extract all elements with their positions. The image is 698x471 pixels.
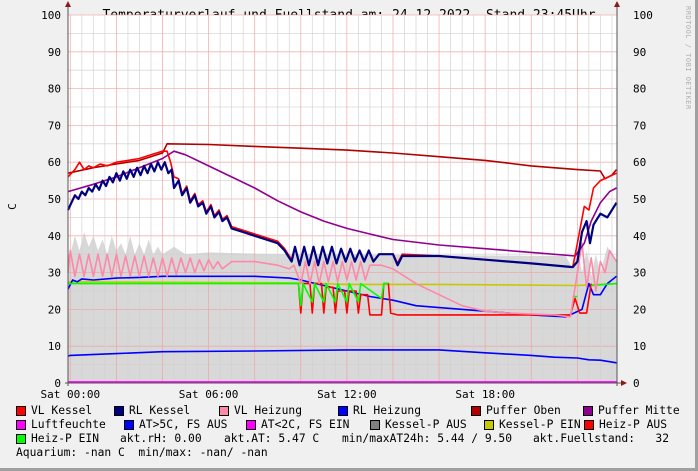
legend-swatch — [114, 405, 124, 416]
legend-item: RL Kessel — [114, 404, 190, 417]
y-tick-label-left: 60 — [48, 156, 61, 169]
legend-label: VL Kessel — [31, 404, 93, 417]
status-aquarium: Aquarium: -nan C min/max: -nan/ -nan — [16, 446, 268, 459]
legend-item: Puffer Oben — [471, 404, 561, 417]
legend-item: AT<2C, FS EIN — [246, 418, 349, 431]
legend-swatch — [219, 405, 229, 416]
legend-item: AT>5C, FS AUS — [124, 418, 227, 431]
y-tick-label-left: 100 — [41, 9, 61, 22]
legend-label: RL Kessel — [129, 404, 191, 417]
x-tick-label: Sat 12:00 — [317, 388, 377, 401]
y-tick-label-left: 30 — [48, 267, 61, 280]
x-axis-arrow-icon — [621, 380, 627, 386]
series-line-vl-heizung — [67, 242, 618, 318]
y-tick-label-left: 90 — [48, 46, 61, 59]
legend-label: VL Heizung — [234, 404, 303, 417]
legend-item: VL Kessel — [16, 404, 92, 417]
status-minmax: min/maxAT24h: 5.44 / 9.50 — [342, 432, 513, 445]
legend-label: Puffer Oben — [486, 404, 561, 417]
x-tick-label: Sat 00:00 — [41, 388, 101, 401]
series-line-rl-kessel — [67, 161, 618, 269]
y-tick-label-right: 40 — [633, 230, 646, 243]
series-line-rl-heizung — [67, 275, 617, 318]
series-line-kessel-p-ein — [67, 281, 617, 287]
y-axis-arrow-icon — [614, 1, 620, 7]
y-tick-label-right: 90 — [633, 46, 646, 59]
y-tick-label-left: 20 — [48, 303, 61, 316]
y-tick-label-right: 20 — [633, 303, 646, 316]
legend-item: Luftfeuchte — [16, 418, 106, 431]
y-axis-arrow-icon — [65, 1, 71, 7]
legend-swatch — [16, 433, 26, 444]
legend-label: AT<2C, FS EIN — [261, 418, 350, 431]
y-tick-label-left: 70 — [48, 119, 61, 132]
legend-swatch — [583, 405, 593, 416]
legend-swatch — [16, 419, 26, 430]
legend-swatch — [338, 405, 348, 416]
legend-swatch — [246, 419, 256, 430]
x-tick-label: Sat 06:00 — [179, 388, 239, 401]
legend-label: Kessel-P AUS — [385, 418, 467, 431]
y-tick-label-right: 10 — [633, 340, 646, 353]
legend-swatch — [16, 405, 26, 416]
legend-swatch — [124, 419, 134, 430]
y-tick-label-right: 80 — [633, 83, 646, 96]
y-tick-label-left: 10 — [48, 340, 61, 353]
legend-item: Puffer Mitte — [583, 404, 680, 417]
legend-swatch — [370, 419, 380, 430]
series-line-puffer-mitte — [67, 150, 617, 257]
series-line-puffer-oben — [67, 143, 618, 180]
legend-item: Heiz-P EIN — [16, 432, 99, 445]
watermark: RRDTOOL / TOBI OETIKER — [684, 6, 692, 110]
legend-item: RL Heizung — [338, 404, 421, 417]
legend-label: Puffer Mitte — [598, 404, 680, 417]
y-tick-label-right: 100 — [633, 9, 653, 22]
y-tick-label-left: 80 — [48, 83, 61, 96]
legend-swatch — [484, 419, 494, 430]
y-tick-label-right: 30 — [633, 267, 646, 280]
legend-item: Kessel-P EIN — [484, 418, 581, 431]
status-fuellstand: akt.Fuellstand: 32 — [533, 432, 670, 445]
y-tick-label-left: 40 — [48, 230, 61, 243]
y-tick-label-right: 0 — [633, 377, 640, 390]
y-tick-label-left: 50 — [48, 193, 61, 206]
legend-item: Kessel-P AUS — [370, 418, 467, 431]
legend-swatch — [584, 419, 594, 430]
legend-label: Heiz-P EIN — [31, 432, 100, 445]
legend-label: Heiz-P AUS — [599, 418, 668, 431]
series-line-at-5c-fs-aus — [67, 349, 617, 364]
y-tick-label-right: 60 — [633, 156, 646, 169]
legend-label: Kessel-P EIN — [499, 418, 581, 431]
legend-item: VL Heizung — [219, 404, 302, 417]
legend-label: RL Heizung — [353, 404, 422, 417]
legend-label: AT>5C, FS AUS — [139, 418, 228, 431]
y-tick-label-right: 50 — [633, 193, 646, 206]
legend-item: Heiz-P AUS — [584, 418, 667, 431]
status-rh: akt.rH: 0.00 — [120, 432, 202, 445]
status-at: akt.AT: 5.47 C — [224, 432, 320, 445]
legend-label: Luftfeuchte — [31, 418, 106, 431]
x-tick-label: Sat 18:00 — [455, 388, 515, 401]
y-tick-label-left: 0 — [54, 377, 61, 390]
y-tick-label-right: 70 — [633, 119, 646, 132]
legend-swatch — [471, 405, 481, 416]
